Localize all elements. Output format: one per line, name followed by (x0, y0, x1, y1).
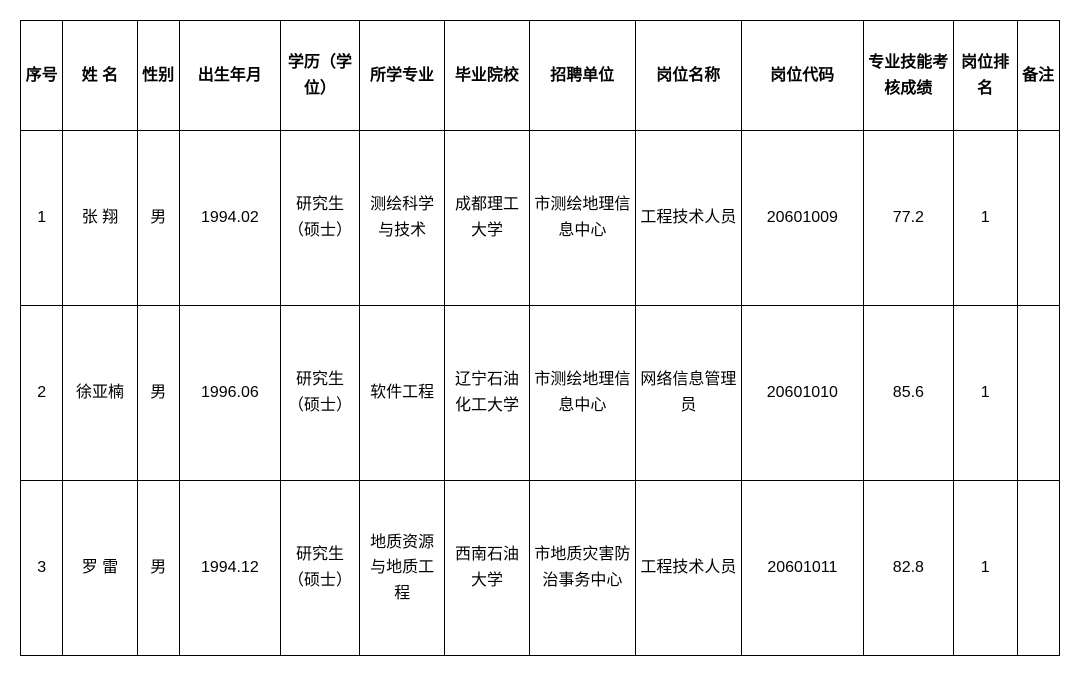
col-header-name: 姓 名 (63, 21, 137, 131)
col-header-unit: 招聘单位 (529, 21, 635, 131)
cell-name: 罗 雷 (63, 481, 137, 656)
col-header-major: 所学专业 (360, 21, 445, 131)
cell-rank: 1 (953, 131, 1017, 306)
table-row: 1 张 翔 男 1994.02 研究生（硕士） 测绘科学与技术 成都理工大学 市… (21, 131, 1060, 306)
cell-edu: 研究生（硕士） (280, 306, 360, 481)
cell-rank: 1 (953, 481, 1017, 656)
col-header-note: 备注 (1017, 21, 1059, 131)
cell-rank: 1 (953, 306, 1017, 481)
cell-school: 辽宁石油化工大学 (445, 306, 530, 481)
cell-name: 张 翔 (63, 131, 137, 306)
cell-major: 测绘科学与技术 (360, 131, 445, 306)
cell-name: 徐亚楠 (63, 306, 137, 481)
cell-seq: 2 (21, 306, 63, 481)
cell-unit: 市地质灾害防治事务中心 (529, 481, 635, 656)
cell-sex: 男 (137, 481, 179, 656)
cell-note (1017, 131, 1059, 306)
col-header-score: 专业技能考核成绩 (863, 21, 953, 131)
cell-unit: 市测绘地理信息中心 (529, 306, 635, 481)
cell-edu: 研究生（硕士） (280, 131, 360, 306)
cell-school: 成都理工大学 (445, 131, 530, 306)
col-header-code: 岗位代码 (741, 21, 863, 131)
col-header-dob: 出生年月 (180, 21, 281, 131)
cell-score: 77.2 (863, 131, 953, 306)
col-header-seq: 序号 (21, 21, 63, 131)
table-body: 1 张 翔 男 1994.02 研究生（硕士） 测绘科学与技术 成都理工大学 市… (21, 131, 1060, 656)
cell-school: 西南石油大学 (445, 481, 530, 656)
cell-seq: 3 (21, 481, 63, 656)
cell-unit: 市测绘地理信息中心 (529, 131, 635, 306)
cell-sex: 男 (137, 131, 179, 306)
cell-pos: 工程技术人员 (635, 481, 741, 656)
cell-score: 85.6 (863, 306, 953, 481)
recruitment-table: 序号 姓 名 性别 出生年月 学历（学位） 所学专业 毕业院校 招聘单位 岗位名… (20, 20, 1060, 656)
table-row: 3 罗 雷 男 1994.12 研究生（硕士） 地质资源与地质工程 西南石油大学… (21, 481, 1060, 656)
cell-dob: 1994.12 (180, 481, 281, 656)
cell-score: 82.8 (863, 481, 953, 656)
cell-major: 地质资源与地质工程 (360, 481, 445, 656)
cell-code: 20601010 (741, 306, 863, 481)
cell-edu: 研究生（硕士） (280, 481, 360, 656)
cell-seq: 1 (21, 131, 63, 306)
cell-sex: 男 (137, 306, 179, 481)
cell-code: 20601009 (741, 131, 863, 306)
cell-note (1017, 306, 1059, 481)
col-header-school: 毕业院校 (445, 21, 530, 131)
cell-code: 20601011 (741, 481, 863, 656)
table-header-row: 序号 姓 名 性别 出生年月 学历（学位） 所学专业 毕业院校 招聘单位 岗位名… (21, 21, 1060, 131)
col-header-rank: 岗位排名 (953, 21, 1017, 131)
col-header-pos: 岗位名称 (635, 21, 741, 131)
col-header-edu: 学历（学位） (280, 21, 360, 131)
table-row: 2 徐亚楠 男 1996.06 研究生（硕士） 软件工程 辽宁石油化工大学 市测… (21, 306, 1060, 481)
cell-pos: 工程技术人员 (635, 131, 741, 306)
cell-dob: 1994.02 (180, 131, 281, 306)
col-header-sex: 性别 (137, 21, 179, 131)
cell-dob: 1996.06 (180, 306, 281, 481)
cell-major: 软件工程 (360, 306, 445, 481)
cell-pos: 网络信息管理员 (635, 306, 741, 481)
cell-note (1017, 481, 1059, 656)
